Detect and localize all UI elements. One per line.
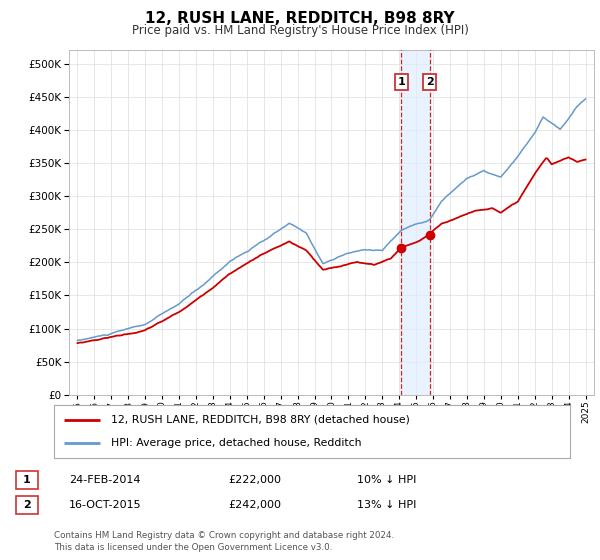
Text: 12, RUSH LANE, REDDITCH, B98 8RY: 12, RUSH LANE, REDDITCH, B98 8RY xyxy=(145,11,455,26)
Text: Contains HM Land Registry data © Crown copyright and database right 2024.: Contains HM Land Registry data © Crown c… xyxy=(54,531,394,540)
Text: 10% ↓ HPI: 10% ↓ HPI xyxy=(357,475,416,485)
Text: 16-OCT-2015: 16-OCT-2015 xyxy=(69,500,142,510)
Text: HPI: Average price, detached house, Redditch: HPI: Average price, detached house, Redd… xyxy=(111,438,361,449)
Text: This data is licensed under the Open Government Licence v3.0.: This data is licensed under the Open Gov… xyxy=(54,543,332,552)
Text: 2: 2 xyxy=(23,500,31,510)
Text: 13% ↓ HPI: 13% ↓ HPI xyxy=(357,500,416,510)
Text: 1: 1 xyxy=(23,475,31,485)
Text: £222,000: £222,000 xyxy=(228,475,281,485)
Bar xyxy=(401,50,430,395)
Text: 2: 2 xyxy=(425,77,433,87)
Text: 12, RUSH LANE, REDDITCH, B98 8RY (detached house): 12, RUSH LANE, REDDITCH, B98 8RY (detach… xyxy=(111,414,410,424)
Text: £242,000: £242,000 xyxy=(228,500,281,510)
Text: Price paid vs. HM Land Registry's House Price Index (HPI): Price paid vs. HM Land Registry's House … xyxy=(131,24,469,36)
Text: 1: 1 xyxy=(397,77,405,87)
Text: 24-FEB-2014: 24-FEB-2014 xyxy=(69,475,140,485)
